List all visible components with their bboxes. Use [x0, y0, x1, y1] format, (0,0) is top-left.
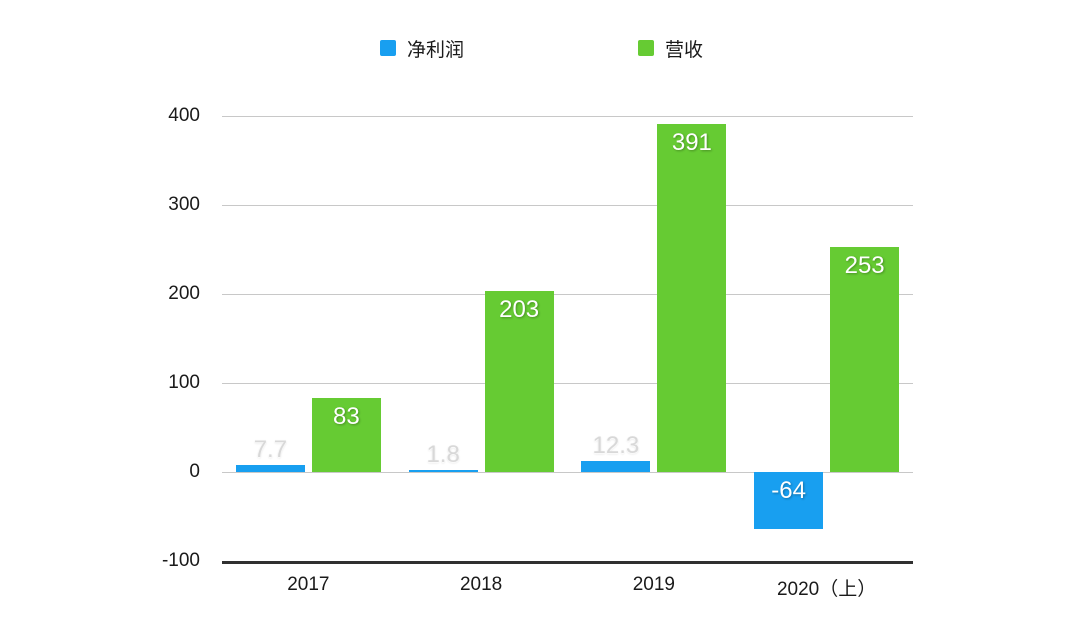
- y-tick-0: 0: [189, 461, 200, 482]
- gridline-400: [222, 116, 913, 117]
- bar-revenue-2018: [484, 291, 554, 472]
- x-tick-2018: 2018: [459, 574, 503, 595]
- bar-net-profit-2019: [581, 461, 651, 472]
- value-label-revenue-2017: 83: [333, 403, 360, 431]
- y-tick-300: 300: [168, 194, 200, 215]
- x-tick-2017: 2017: [287, 574, 330, 595]
- legend-item-net-profit: 净利润: [380, 36, 465, 61]
- bar-net-profit-2020（上）: [754, 472, 824, 529]
- value-label-net-profit-2017: 7.7: [253, 436, 288, 464]
- gridline-300: [222, 205, 913, 206]
- legend-label-revenue: 营收: [665, 39, 704, 61]
- gridline-0: [222, 472, 913, 473]
- gridline-100: [222, 383, 913, 384]
- x-tick-2019: 2019: [632, 574, 676, 595]
- net-profit-swatch: [380, 40, 396, 56]
- gridline-200: [222, 294, 913, 295]
- value-label-revenue-2019: 391: [671, 129, 712, 156]
- y-tick--100: -100: [161, 550, 200, 571]
- legend-item-revenue: 营收: [638, 36, 704, 61]
- y-tick-200: 200: [168, 283, 200, 304]
- bar-net-profit-2017: [235, 465, 305, 472]
- legend-label-net-profit: 净利润: [407, 39, 465, 61]
- bar-revenue-2020（上）: [830, 246, 900, 472]
- bar-revenue-2017: [311, 398, 381, 472]
- value-label-net-profit-2019: 12.3: [592, 432, 640, 460]
- value-label-net-profit-2018: 1.8: [426, 441, 460, 469]
- value-label-revenue-2018: 203: [499, 296, 540, 324]
- plot-area: 400 300 200 100 0 -100 2017 7.7 83 2018 1.8 203 2019…: [162, 105, 913, 600]
- value-label-revenue-2020（上）: 253: [844, 251, 885, 279]
- bar-revenue-2019: [657, 124, 727, 472]
- value-label-net-profit-2020（上）: -64: [771, 477, 806, 504]
- bar-net-profit-2018: [408, 470, 478, 472]
- y-tick-100: 100: [168, 372, 200, 393]
- y-tick-400: 400: [168, 105, 200, 126]
- revenue-swatch: [638, 40, 654, 56]
- x-tick-2020（上）: 2020（上）: [776, 579, 877, 600]
